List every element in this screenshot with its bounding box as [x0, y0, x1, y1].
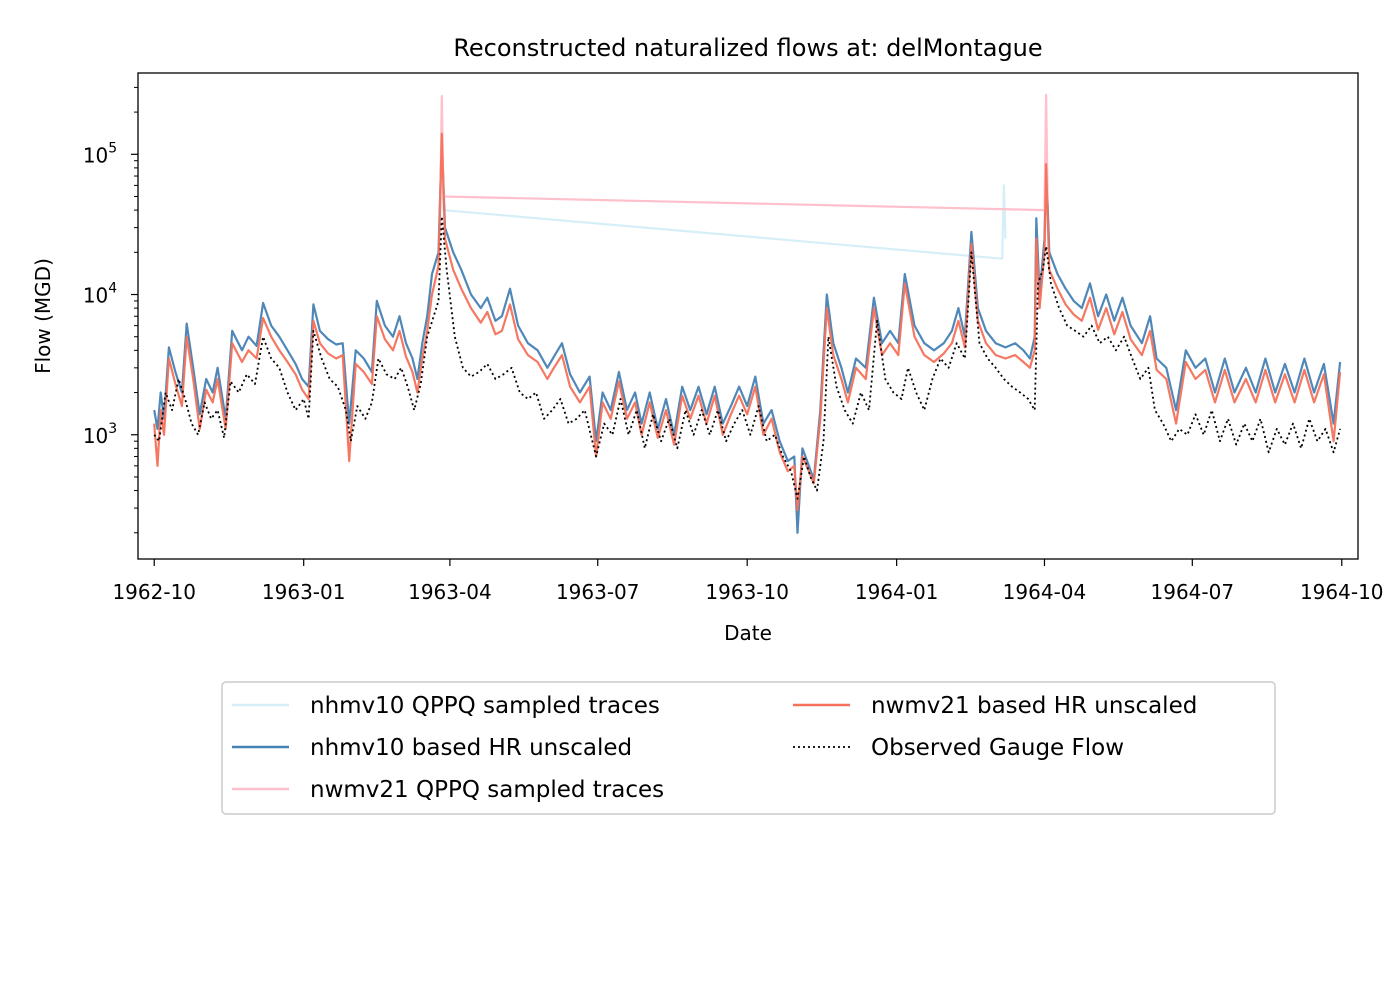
y-tick-label: 104 [83, 281, 117, 308]
legend-box [221, 681, 1276, 815]
plot-frame [137, 72, 1359, 560]
y-tick-label: 103 [83, 421, 117, 448]
legend-label-nwmv21-qppq-sampled-traces: nwmv21 QPPQ sampled traces [310, 777, 664, 803]
y-tick-exponent: 4 [108, 281, 117, 297]
legend-label-observed-gauge-flow: Observed Gauge Flow [871, 735, 1124, 761]
x-axis-ticks: 1962-10 1963-01 1963-04 1963-07 1963-10 1964-… [112, 559, 1384, 604]
x-tick-label: 1963-07 [556, 580, 640, 604]
x-tick-label: 1962-10 [112, 580, 196, 604]
legend: nhmv10 QPPQ sampled traces nhmv10 based H… [221, 681, 1276, 815]
x-tick-label: 1963-01 [262, 580, 346, 604]
chart-title: Reconstructed naturalized flows at: delM… [453, 34, 1042, 62]
x-tick-label: 1964-04 [1003, 580, 1087, 604]
y-tick-exponent: 3 [108, 421, 117, 437]
y-tick-base: 10 [83, 143, 108, 167]
x-axis-label: Date [724, 621, 772, 645]
x-tick-label: 1963-10 [705, 580, 789, 604]
series-line-nwmv21-qppq-sampled-traces [439, 93, 1049, 212]
series-line-nhmv10-based-hr-unscaled [153, 137, 1342, 534]
series-layer [153, 93, 1342, 534]
x-tick-label: 1964-10 [1300, 580, 1384, 604]
x-tick-label: 1964-07 [1151, 580, 1235, 604]
y-tick-base: 10 [83, 424, 108, 448]
legend-label-nhmv10-qppq-sampled-traces: nhmv10 QPPQ sampled traces [310, 693, 660, 719]
y-tick-exponent: 5 [108, 140, 117, 156]
legend-label-nhmv10-based-hr-unscaled: nhmv10 based HR unscaled [310, 735, 632, 761]
series-line-observed-gauge-flow [153, 215, 1341, 500]
y-tick-base: 10 [83, 284, 108, 308]
series-line-nwmv21-based-hr-unscaled [153, 132, 1342, 512]
y-tick-label: 105 [83, 140, 117, 167]
y-axis-label: Flow (MGD) [31, 258, 55, 374]
x-tick-label: 1963-04 [408, 580, 492, 604]
x-tick-label: 1964-01 [855, 580, 939, 604]
legend-label-nwmv21-based-hr-unscaled: nwmv21 based HR unscaled [871, 693, 1197, 719]
